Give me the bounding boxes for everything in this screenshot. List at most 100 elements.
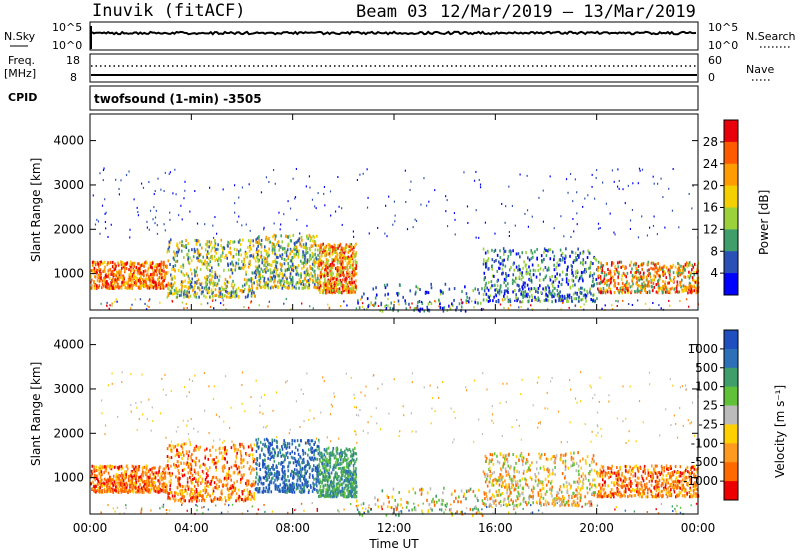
echo-cell bbox=[336, 273, 338, 277]
echo-cell bbox=[224, 483, 227, 487]
echo-cell bbox=[564, 296, 566, 300]
echo-cell bbox=[280, 234, 283, 238]
echo-cell bbox=[594, 197, 596, 200]
echo-cell bbox=[142, 281, 145, 285]
echo-cell bbox=[210, 249, 213, 253]
echo-cell bbox=[102, 179, 104, 182]
echo-cell bbox=[518, 306, 520, 309]
echo-cell bbox=[264, 261, 267, 265]
echo-cell bbox=[318, 255, 321, 259]
echo-cell bbox=[233, 471, 236, 475]
echo-cell bbox=[287, 235, 289, 239]
echo-cell bbox=[346, 277, 348, 281]
echo-cell bbox=[107, 261, 109, 265]
echo-cell bbox=[626, 284, 628, 288]
echo-cell bbox=[93, 465, 95, 469]
echo-cell bbox=[289, 247, 292, 251]
echo-cell bbox=[584, 296, 587, 300]
echo-cell bbox=[298, 237, 301, 241]
echo-cell bbox=[222, 469, 225, 473]
echo-cell bbox=[537, 286, 540, 290]
echo-cell bbox=[177, 482, 180, 486]
echo-cell bbox=[193, 470, 196, 474]
echo-cell bbox=[465, 302, 468, 305]
echo-cell bbox=[280, 223, 282, 226]
echo-cell bbox=[256, 283, 259, 287]
echo-cell bbox=[100, 260, 103, 264]
echo-cell bbox=[98, 268, 101, 272]
echo-cell bbox=[235, 294, 238, 298]
echo-cell bbox=[230, 495, 233, 499]
echo-cell bbox=[499, 249, 501, 253]
echo-cell bbox=[226, 472, 228, 476]
echo-cell bbox=[123, 470, 126, 474]
echo-cell bbox=[184, 279, 186, 283]
echo-cell bbox=[337, 176, 339, 179]
echo-cell bbox=[597, 222, 600, 225]
echo-cell bbox=[191, 248, 193, 252]
echo-cell bbox=[146, 272, 149, 276]
echo-cell bbox=[312, 270, 315, 274]
echo-cell bbox=[348, 261, 350, 265]
echo-cell bbox=[415, 290, 417, 294]
echo-cell bbox=[228, 241, 231, 245]
echo-cell bbox=[291, 280, 293, 284]
echo-cell bbox=[240, 490, 243, 494]
echo-cell bbox=[153, 488, 155, 492]
echo-cell bbox=[570, 235, 572, 238]
echo-cell bbox=[482, 258, 485, 262]
echo-cell bbox=[98, 273, 100, 277]
echo-cell bbox=[316, 283, 319, 287]
echo-cell bbox=[98, 468, 100, 472]
echo-cell bbox=[579, 261, 582, 265]
echo-cell bbox=[526, 174, 528, 177]
echo-cell bbox=[198, 499, 201, 503]
echo-cell bbox=[171, 285, 173, 289]
echo-cell bbox=[610, 276, 613, 280]
echo-cell bbox=[169, 491, 172, 495]
echo-cell bbox=[194, 274, 196, 278]
echo-cell bbox=[646, 291, 649, 295]
echo-cell bbox=[328, 243, 331, 247]
freq-unit-label: [MHz] bbox=[4, 67, 36, 80]
echo-cell bbox=[199, 493, 201, 497]
echo-cell bbox=[225, 285, 227, 289]
echo-cell bbox=[542, 189, 544, 192]
echo-cell bbox=[299, 479, 302, 483]
echo-cell bbox=[177, 479, 179, 483]
echo-cell bbox=[117, 263, 120, 267]
echo-cell bbox=[258, 258, 261, 262]
echo-cell bbox=[196, 281, 199, 285]
echo-cell bbox=[204, 491, 207, 495]
echo-cell bbox=[508, 185, 510, 188]
echo-cell bbox=[193, 294, 196, 298]
echo-cell bbox=[308, 273, 310, 277]
echo-cell bbox=[190, 259, 193, 263]
echo-cell bbox=[315, 286, 318, 290]
echo-cell bbox=[122, 476, 125, 480]
echo-cell bbox=[571, 268, 573, 272]
echo-cell bbox=[161, 276, 164, 280]
echo-cell bbox=[115, 298, 117, 301]
echo-cell bbox=[584, 261, 587, 265]
echo-cell bbox=[158, 467, 160, 471]
echo-cell bbox=[609, 269, 612, 273]
echo-cell bbox=[158, 271, 161, 275]
echo-cell bbox=[694, 280, 697, 284]
echo-cell bbox=[600, 261, 602, 265]
echo-cell bbox=[235, 291, 238, 295]
echo-cell bbox=[330, 214, 332, 217]
echo-cell bbox=[340, 266, 342, 270]
echo-cell bbox=[131, 487, 134, 491]
echo-cell bbox=[337, 273, 339, 277]
echo-cell bbox=[277, 240, 280, 244]
echo-cell bbox=[210, 255, 212, 259]
echo-cell bbox=[552, 284, 554, 288]
echo-cell bbox=[300, 470, 303, 474]
echo-cell bbox=[346, 285, 348, 289]
echo-cell bbox=[500, 290, 503, 294]
echo-cell bbox=[135, 265, 138, 269]
echo-cell bbox=[105, 211, 107, 214]
freq-panel-frame bbox=[89, 53, 699, 83]
echo-cell bbox=[293, 252, 295, 256]
